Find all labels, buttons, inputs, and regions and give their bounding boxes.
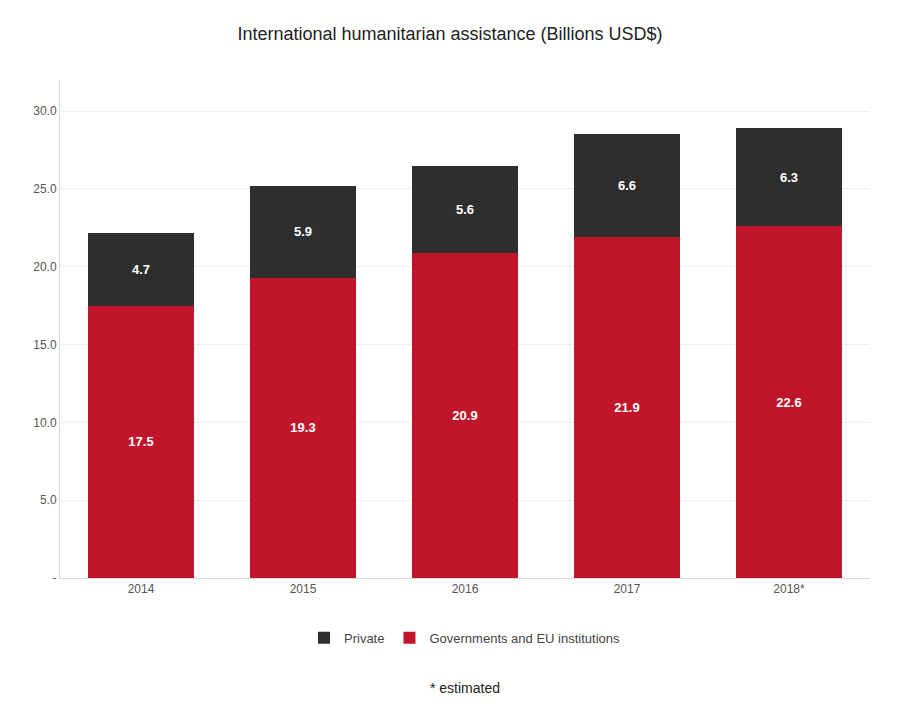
svg-text:International humanitarian ass: International humanitarian assistance (B… (237, 24, 662, 44)
svg-text:17.5: 17.5 (128, 434, 153, 449)
svg-text:5.6: 5.6 (456, 202, 474, 217)
svg-text:10.0: 10.0 (33, 416, 57, 430)
svg-text:* estimated: * estimated (430, 680, 500, 696)
svg-text:21.9: 21.9 (614, 400, 639, 415)
svg-text:2016: 2016 (452, 582, 479, 596)
svg-text:-: - (53, 571, 57, 585)
svg-text:15.0: 15.0 (33, 338, 57, 352)
svg-text:25.0: 25.0 (33, 182, 57, 196)
svg-text:Private: Private (344, 631, 384, 646)
svg-text:30.0: 30.0 (33, 104, 57, 118)
svg-text:2014: 2014 (128, 582, 155, 596)
svg-text:2017: 2017 (614, 582, 641, 596)
svg-text:5.9: 5.9 (294, 224, 312, 239)
svg-text:20.0: 20.0 (33, 260, 57, 274)
svg-text:2015: 2015 (290, 582, 317, 596)
svg-text:5.0: 5.0 (40, 493, 57, 507)
svg-text:20.9: 20.9 (452, 408, 477, 423)
svg-text:6.3: 6.3 (780, 170, 798, 185)
svg-text:2018*: 2018* (773, 582, 805, 596)
svg-text:22.6: 22.6 (776, 395, 801, 410)
svg-text:19.3: 19.3 (290, 420, 315, 435)
svg-text:4.7: 4.7 (132, 262, 150, 277)
svg-text:Governments and EU institution: Governments and EU institutions (429, 631, 620, 646)
svg-text:6.6: 6.6 (618, 178, 636, 193)
